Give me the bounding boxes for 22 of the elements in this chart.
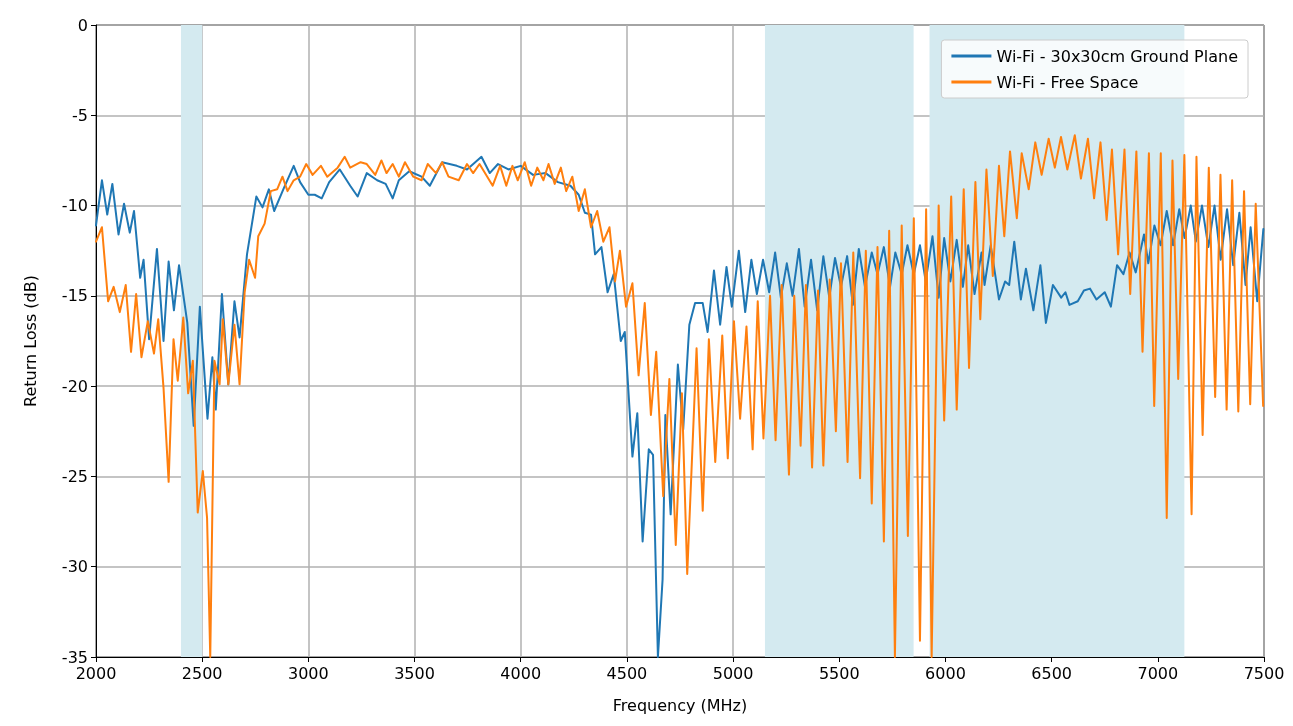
y-tick-label: -30 xyxy=(61,557,88,577)
legend-label: Wi-Fi - 30x30cm Ground Plane xyxy=(996,46,1238,66)
x-tick-label: 4000 xyxy=(500,663,542,683)
x-tick-label: 7500 xyxy=(1243,663,1285,683)
y-tick-label: 0 xyxy=(77,15,88,35)
x-tick-label: 7000 xyxy=(1137,663,1179,683)
x-tick-label: 4500 xyxy=(606,663,648,683)
y-tick-label: -25 xyxy=(61,466,88,486)
x-tick-label: 5500 xyxy=(818,663,860,683)
y-tick-label: -20 xyxy=(61,376,88,396)
x-tick-label: 5000 xyxy=(712,663,754,683)
y-tick-label: -15 xyxy=(61,286,88,306)
x-tick-label: 3000 xyxy=(288,663,329,683)
y-tick-label: -10 xyxy=(61,196,88,216)
legend-label: Wi-Fi - Free Space xyxy=(996,72,1139,92)
x-tick-label: 2500 xyxy=(181,663,223,683)
y-tick-label: -5 xyxy=(72,105,88,125)
x-tick-label: 6500 xyxy=(1031,663,1072,683)
x-axis-title: Frequency (MHz) xyxy=(612,695,748,715)
y-axis-title: Return Loss (dB) xyxy=(20,275,40,407)
x-tick-label: 3500 xyxy=(394,663,435,683)
x-tick-label: 6000 xyxy=(925,663,966,683)
